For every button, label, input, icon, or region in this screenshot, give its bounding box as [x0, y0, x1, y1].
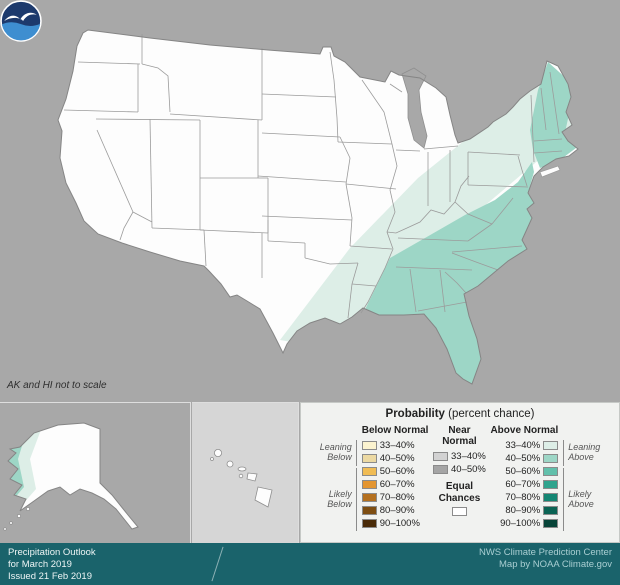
- above-normal-header: Above Normal: [490, 425, 559, 436]
- near-normal-header: Near Normal: [442, 425, 477, 447]
- legend-title-bold: Probability: [385, 408, 445, 420]
- legend-swatch: [361, 493, 377, 502]
- legend-row: 50–60%: [361, 466, 429, 477]
- footer-line3: Issued 21 Feb 2019: [8, 570, 92, 582]
- above-side-labels: Leaning Above Likely Above: [563, 425, 605, 531]
- above-normal-40-50-region: [352, 162, 534, 384]
- legend-title: Probability (percent chance): [305, 408, 615, 420]
- conus-map-panel: AK and HI not to scale: [0, 0, 579, 391]
- leaning-above-label: Leaning Above: [563, 440, 605, 466]
- legend-range-label: 60–70%: [379, 479, 415, 490]
- above-normal-33-40-band: [280, 86, 578, 352]
- legend-swatch: [361, 441, 377, 450]
- hawaiian-islands: [210, 449, 273, 508]
- legend-row: 33–40%: [433, 451, 486, 462]
- legend-swatch: [543, 480, 559, 489]
- legend-swatch: [361, 467, 377, 476]
- footer-credit-line2: Map by NOAA Climate.gov: [499, 559, 612, 571]
- equal-chances-label: Equal Chances: [438, 481, 481, 504]
- legend-title-suffix: (percent chance): [448, 408, 535, 420]
- legend-range-label: 70–80%: [379, 492, 415, 503]
- below-normal-column: Below Normal 33–40% 40–50% 50–60% 60–70%…: [361, 425, 429, 531]
- legend-range-label: 40–50%: [451, 464, 486, 475]
- legend-row: 90–100%: [490, 518, 559, 529]
- legend-row: 33–40%: [361, 440, 429, 451]
- legend-row: 40–50%: [490, 453, 559, 464]
- legend-row: 70–80%: [361, 492, 429, 503]
- likely-below-label: Likely Below: [315, 468, 357, 531]
- legend-swatch: [543, 493, 559, 502]
- legend-swatch: [361, 506, 377, 515]
- legend-row: 40–50%: [433, 464, 486, 475]
- legend-range-label: 40–50%: [379, 453, 415, 464]
- legend-row: 70–80%: [490, 492, 559, 503]
- above-normal-column: Above Normal 33–40% 40–50% 50–60% 60–70%…: [490, 425, 559, 531]
- legend-row: 33–40%: [490, 440, 559, 451]
- footer-bar: Precipitation Outlook for March 2019 Iss…: [0, 543, 620, 585]
- legend-row: 90–100%: [361, 518, 429, 529]
- legend-swatch: [543, 441, 559, 450]
- lake-michigan: [401, 67, 428, 149]
- legend-swatch: [361, 454, 377, 463]
- legend-range-label: 70–80%: [505, 492, 541, 503]
- legend-swatch: [543, 519, 559, 528]
- legend-swatch: [433, 452, 448, 461]
- long-island: [539, 165, 561, 178]
- legend-range-label: 50–60%: [379, 466, 415, 477]
- legend-swatch: [543, 454, 559, 463]
- legend-row: 60–70%: [361, 479, 429, 490]
- footer-line1: Precipitation Outlook: [8, 547, 96, 558]
- alaska-map: [3, 422, 139, 531]
- legend-range-label: 50–60%: [505, 466, 541, 477]
- legend-row: 50–60%: [490, 466, 559, 477]
- equal-chances-swatch: [451, 507, 467, 516]
- legend-range-label: 80–90%: [505, 505, 541, 516]
- near-normal-column: Near Normal 33–40% 40–50% Equal Chances: [433, 425, 486, 531]
- above-normal-40-50-newengland: [530, 62, 576, 168]
- below-side-labels: Leaning Below Likely Below: [315, 425, 357, 531]
- leaning-below-label: Leaning Below: [315, 440, 357, 466]
- legend-panel: Probability (percent chance) Leaning Bel…: [300, 402, 620, 543]
- legend-swatch: [433, 465, 448, 474]
- hawaii-inset: [192, 402, 299, 543]
- legend-row: 80–90%: [361, 505, 429, 516]
- legend-swatch: [361, 519, 377, 528]
- legend-range-label: 33–40%: [505, 440, 541, 451]
- noaa-logo-icon: [0, 0, 42, 42]
- legend-range-label: 33–40%: [379, 440, 415, 451]
- legend-swatch: [543, 506, 559, 515]
- footer-credit-line1: NWS Climate Prediction Center: [478, 547, 612, 558]
- legend-row: 60–70%: [490, 479, 559, 490]
- footer-credit: NWS Climate Prediction Center Map by NOA…: [479, 547, 612, 581]
- footer-line2: for March 2019: [8, 558, 72, 570]
- hawaii-map: [210, 449, 273, 508]
- below-normal-header: Below Normal: [361, 425, 429, 436]
- alaska-inset: [0, 402, 191, 543]
- legend-range-label: 33–40%: [451, 451, 486, 462]
- legend-range-label: 90–100%: [379, 518, 420, 529]
- legend-range-label: 60–70%: [505, 479, 541, 490]
- legend-range-label: 90–100%: [500, 518, 541, 529]
- footer-title: Precipitation Outlook for March 2019 Iss…: [8, 547, 96, 582]
- state-boundaries: [63, 34, 563, 319]
- aleutian-islands: [3, 507, 30, 531]
- conus-map: [57, 29, 579, 385]
- legend-range-label: 40–50%: [505, 453, 541, 464]
- likely-above-label: Likely Above: [563, 468, 605, 531]
- legend-swatch: [543, 467, 559, 476]
- legend-swatch: [361, 480, 377, 489]
- legend-row: 40–50%: [361, 453, 429, 464]
- legend-range-label: 80–90%: [379, 505, 415, 516]
- legend-row: 80–90%: [490, 505, 559, 516]
- scale-note: AK and HI not to scale: [7, 380, 107, 391]
